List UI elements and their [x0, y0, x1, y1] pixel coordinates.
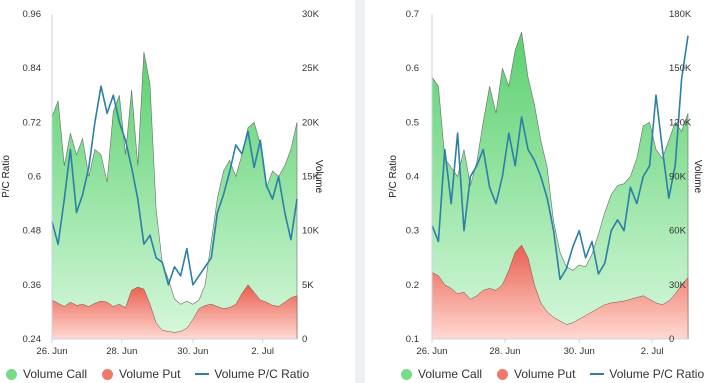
volume-put-area: [431, 244, 689, 340]
legend-item-call[interactable]: Volume Call: [401, 367, 482, 381]
y-right-tick-label: 5K: [302, 280, 314, 291]
legend-left: Volume Call Volume Put Volume P/C Ratio: [6, 366, 324, 382]
legend-label-call: Volume Call: [418, 367, 483, 381]
y-right-tick-label: 150K: [669, 63, 692, 74]
y-right-tick-label: 90K: [669, 172, 687, 183]
y-left-tick-label: 0.5: [406, 117, 419, 128]
volume-put-area: [51, 284, 298, 340]
y-right-tick-label: 0: [669, 334, 674, 345]
volume-call-area: [431, 31, 689, 340]
call-swatch-icon: [6, 368, 17, 380]
y-left-tick-label: 0.24: [23, 334, 42, 345]
y-right-tick-label: 25K: [302, 63, 320, 74]
legend-label-call: Volume Call: [23, 367, 88, 381]
x-tick-label: 2. Jul: [251, 346, 274, 357]
legend-label-ratio: Volume P/C Ratio: [214, 367, 310, 381]
chart-panel-right: 0.1 0.2 0.3 0.4 0.5 0.6 0.7 0 30K 60K 90K 120K 150K 1…: [365, 0, 709, 383]
y-right-tick-label: 60K: [669, 226, 687, 237]
legend-label-put: Volume Put: [119, 367, 181, 381]
legend-item-put[interactable]: Volume Put: [102, 367, 180, 381]
x-tick-label: 30. Jun: [177, 346, 208, 357]
y-left-tick-label: 0.48: [23, 226, 42, 237]
y-right-axis-title: Volume: [313, 160, 324, 194]
y-left-tick-label: 0.84: [23, 63, 42, 74]
y-right-tick-label: 20K: [302, 117, 320, 128]
y-right-tick-label: 180K: [669, 9, 692, 20]
x-tick-label: 28. Jun: [106, 346, 137, 357]
y-left-axis-title: P/C Ratio: [1, 155, 12, 198]
legend-item-ratio[interactable]: Volume P/C Ratio: [590, 367, 704, 381]
y-left-tick-label: 0.36: [23, 280, 42, 291]
pc-ratio-line: [431, 35, 689, 281]
y-left-tick-label: 0.96: [23, 9, 42, 20]
legend-right: Volume Call Volume Put Volume P/C Ratio: [401, 366, 709, 382]
ratio-line-icon: [590, 373, 605, 375]
legend-item-ratio[interactable]: Volume P/C Ratio: [195, 367, 309, 381]
chart-panel-left: 0.24 0.36 0.48 0.6 0.72 0.84 0.96 0 5K 10K 15K 20K 2…: [1, 9, 324, 382]
y-right-axis-title: Volume: [692, 160, 703, 194]
y-right-tick-label: 0: [302, 334, 307, 345]
y-left-tick-label: 0.3: [406, 226, 419, 237]
y-left-axis-title: P/C Ratio: [388, 155, 399, 198]
pc-ratio-chart-left: 0.24 0.36 0.48 0.6 0.72 0.84 0.96 0 5K 10K 15K 20K 2…: [1, 9, 324, 357]
pc-ratio-chart-right: 0.1 0.2 0.3 0.4 0.5 0.6 0.7 0 30K 60K 90K 120K 150K 1…: [388, 9, 703, 357]
y-left-tick-label: 0.2: [406, 280, 419, 291]
legend-label-ratio: Volume P/C Ratio: [609, 367, 705, 381]
x-tick-label: 28. Jun: [489, 346, 520, 357]
put-swatch-icon: [497, 368, 509, 380]
ratio-line-icon: [195, 373, 210, 375]
x-tick-label: 26. Jun: [416, 346, 447, 357]
legend-label-put: Volume Put: [514, 367, 576, 381]
pc-ratio-line: [51, 85, 298, 286]
y-left-tick-label: 0.7: [406, 9, 419, 20]
call-swatch-icon: [401, 368, 412, 380]
y-right-tick-label: 30K: [302, 9, 320, 20]
y-left-tick-label: 0.4: [406, 172, 419, 183]
put-swatch-icon: [102, 368, 114, 380]
legend-item-call[interactable]: Volume Call: [6, 367, 87, 381]
x-tick-label: 26. Jun: [36, 346, 67, 357]
y-left-tick-label: 0.6: [28, 172, 41, 183]
x-tick-label: 2. Jul: [641, 346, 664, 357]
y-left-tick-label: 0.6: [406, 63, 419, 74]
panel-divider: [355, 0, 365, 383]
y-right-tick-label: 15K: [302, 172, 320, 183]
y-right-tick-label: 120K: [669, 117, 692, 128]
legend-item-put[interactable]: Volume Put: [497, 367, 575, 381]
y-left-tick-label: 0.1: [406, 334, 419, 345]
y-left-tick-label: 0.72: [23, 117, 42, 128]
y-right-tick-label: 30K: [669, 280, 687, 291]
x-tick-label: 30. Jun: [564, 346, 595, 357]
y-right-tick-label: 10K: [302, 226, 320, 237]
